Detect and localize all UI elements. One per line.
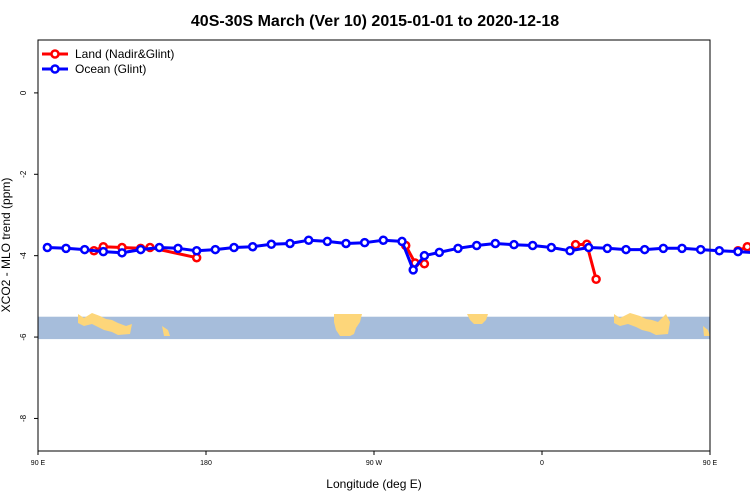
series-ocean-point-0-6 xyxy=(154,242,165,253)
series-ocean-point-0-3 xyxy=(98,246,109,257)
series-ocean-point-0-24 xyxy=(471,240,482,251)
series-ocean-point-0-16 xyxy=(341,238,351,249)
series-ocean-point-0-30 xyxy=(583,242,594,253)
series-ocean-point-0-26 xyxy=(509,239,519,250)
legend-land-marker xyxy=(50,49,60,59)
series-ocean-point-0-31 xyxy=(602,243,613,254)
x-tick-label-2: 90 W xyxy=(366,460,383,467)
series-ocean-point-0-27 xyxy=(527,240,538,251)
series-ocean-point-0-32 xyxy=(621,244,631,255)
x-tick-label-1: 180 xyxy=(200,460,212,467)
legend-ocean-marker xyxy=(50,64,60,74)
series-land-point-2-0 xyxy=(570,239,581,250)
y-tick-label-3: -6 xyxy=(19,333,28,341)
x-tick-label-3: 0 xyxy=(540,460,544,467)
series-ocean-point-0-17 xyxy=(359,237,370,248)
y-axis-label: XCO2 - MLO trend (ppm) xyxy=(0,178,13,313)
legend-ocean-label: Ocean (Glint) xyxy=(75,62,146,76)
y-axis: 0 -2 -4 -6 -8 xyxy=(19,90,38,422)
series-ocean-point-0-33 xyxy=(639,244,650,255)
y-tick-label-0: 0 xyxy=(19,90,28,95)
x-tick-label-4: 90 E xyxy=(703,460,718,467)
series-ocean-point-0-4 xyxy=(117,248,127,258)
x-tick-label-0: 90 E xyxy=(31,460,46,467)
map-land-5 xyxy=(703,326,710,336)
series-ocean xyxy=(42,235,750,275)
series-land-point-1-2 xyxy=(419,259,430,269)
series-land-point-2-2 xyxy=(591,274,601,285)
legend-land-label: Land (Nadir&Glint) xyxy=(75,47,174,61)
series-ocean-point-0-22 xyxy=(434,247,445,258)
series-ocean-point-0-38 xyxy=(733,246,743,257)
series-ocean-point-0-11 xyxy=(247,241,258,252)
series-ocean-point-0-13 xyxy=(285,238,295,249)
x-axis: 90 E 180 90 W 0 90 E xyxy=(31,451,718,467)
series-ocean-point-0-23 xyxy=(453,243,463,254)
y-tick-label-2: -4 xyxy=(19,252,28,260)
x-axis-label: Longitude (deg E) xyxy=(326,477,421,491)
map-land-3 xyxy=(467,314,488,324)
series-ocean-point-0-34 xyxy=(658,243,669,254)
series-ocean-point-0-36 xyxy=(695,244,706,255)
series-ocean-point-0-15 xyxy=(322,236,333,247)
map-land-4 xyxy=(614,313,670,335)
series-ocean-point-0-0 xyxy=(42,242,53,253)
series-ocean-point-0-28 xyxy=(546,242,557,253)
map-land-1 xyxy=(162,326,170,336)
legend: Land (Nadir&Glint)Ocean (Glint) xyxy=(42,47,174,76)
series-ocean-point-0-20 xyxy=(408,265,418,275)
series-ocean-point-0-9 xyxy=(210,244,221,255)
map-band xyxy=(38,313,710,340)
series-land-point-3-1 xyxy=(742,241,750,252)
series-ocean-point-0-35 xyxy=(677,243,687,254)
series-ocean-point-0-12 xyxy=(266,239,277,250)
series-layer xyxy=(42,235,750,285)
y-tick-label-1: -2 xyxy=(19,170,28,178)
series-ocean-point-0-29 xyxy=(565,246,575,256)
series-ocean-point-0-19 xyxy=(397,236,407,247)
series-ocean-point-0-25 xyxy=(490,238,501,249)
series-ocean-point-0-37 xyxy=(714,246,725,256)
series-ocean-point-0-14 xyxy=(303,235,314,245)
series-ocean-point-0-21 xyxy=(419,250,430,261)
map-land-0 xyxy=(78,313,132,335)
map-land-2 xyxy=(334,314,362,336)
series-ocean-point-0-10 xyxy=(229,242,239,253)
series-ocean-point-0-7 xyxy=(173,243,183,254)
series-ocean-point-0-2 xyxy=(79,244,90,255)
y-tick-label-4: -8 xyxy=(19,414,28,422)
map-band-sea xyxy=(38,316,710,340)
series-ocean-point-0-18 xyxy=(378,235,389,245)
series-ocean-point-0-8 xyxy=(191,246,202,256)
chart-title: 40S-30S March (Ver 10) 2015-01-01 to 202… xyxy=(191,13,559,30)
series-ocean-point-0-1 xyxy=(61,243,71,254)
series-ocean-point-0-5 xyxy=(135,244,146,255)
